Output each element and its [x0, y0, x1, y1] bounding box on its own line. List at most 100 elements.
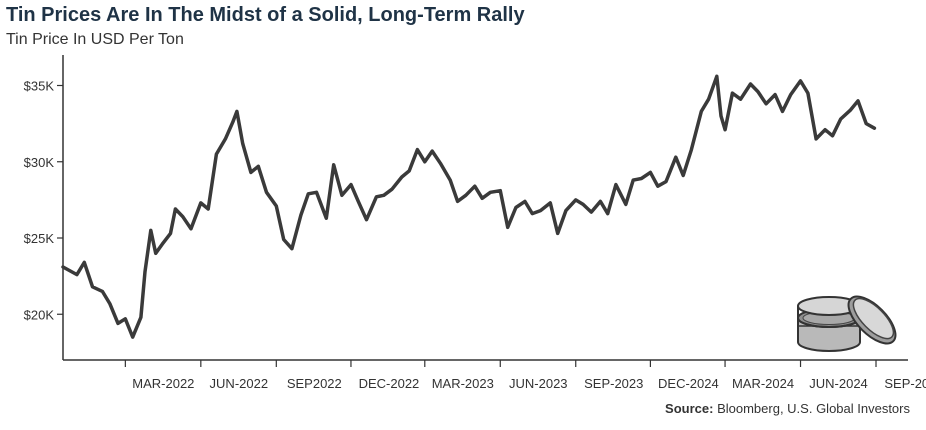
data-point [117, 322, 119, 324]
data-point [242, 142, 244, 145]
data-point [632, 179, 634, 181]
data-point [831, 135, 834, 137]
data-point [350, 184, 352, 186]
data-point [575, 199, 577, 201]
data-point [757, 91, 759, 93]
data-point [307, 193, 309, 195]
data-point [615, 184, 617, 186]
data-point [236, 110, 238, 112]
data-point [549, 202, 551, 204]
data-point [824, 129, 826, 131]
data-point [416, 149, 418, 151]
x-tick-label: JUN-2024 [809, 376, 868, 391]
chart-title: Tin Prices Are In The Midst of a Solid, … [6, 4, 525, 26]
data-point [333, 164, 335, 166]
data-point [590, 211, 592, 213]
data-point [315, 191, 318, 193]
data-point [524, 200, 526, 202]
data-point [740, 98, 742, 100]
data-point [531, 213, 533, 215]
data-point [291, 248, 293, 250]
data-point [182, 216, 184, 218]
data-point [607, 213, 609, 215]
y-tick-label: $30K [24, 155, 55, 170]
data-point [690, 149, 693, 151]
data-point [599, 200, 602, 202]
data-point [76, 274, 78, 276]
data-point [132, 336, 134, 338]
data-point [765, 103, 767, 105]
data-point [155, 252, 157, 254]
data-point [850, 109, 852, 111]
y-tick-label: $25K [24, 231, 55, 246]
data-point [724, 129, 726, 131]
data-point [424, 161, 426, 163]
data-point [174, 208, 176, 210]
data-point [708, 98, 710, 100]
data-point [465, 194, 467, 196]
data-point [731, 92, 734, 94]
y-tick-label: $35K [24, 79, 55, 94]
data-point [716, 75, 718, 77]
data-point [799, 80, 802, 82]
x-tick-label: DEC-2024 [658, 376, 719, 391]
data-point [408, 170, 410, 172]
x-tick-label: SEP-2023 [584, 376, 643, 391]
data-point [207, 208, 209, 210]
data-point [625, 203, 627, 205]
data-point [365, 219, 368, 221]
source-label: Source: [665, 401, 714, 416]
price-line [61, 74, 877, 339]
data-point [790, 94, 792, 96]
data-point [401, 176, 403, 178]
data-point [215, 153, 217, 155]
data-point [161, 243, 163, 245]
x-tick-label: MAR-2022 [132, 376, 194, 391]
data-point [507, 226, 509, 228]
x-axis: MAR-2022 JUN-2022 SEP2022 DEC-2022 MAR-2023 J… [63, 359, 926, 391]
data-point [250, 171, 252, 173]
data-point [325, 217, 327, 219]
data-point [781, 110, 784, 112]
data-point [539, 210, 542, 212]
x-tick-label: MAR-2023 [432, 376, 494, 391]
data-point [300, 214, 302, 216]
data-point [144, 271, 146, 273]
data-point [265, 191, 268, 193]
data-point [457, 200, 459, 202]
data-point [565, 210, 567, 212]
data-point [109, 303, 111, 305]
data-point [489, 191, 491, 193]
data-point [657, 185, 659, 187]
data-point [665, 181, 667, 183]
data-point [391, 188, 393, 190]
data-point [431, 150, 433, 152]
data-point [357, 200, 359, 202]
data-point [720, 115, 722, 117]
data-point [840, 118, 842, 120]
x-tick-label: JUN-2023 [509, 376, 568, 391]
data-point [91, 286, 94, 288]
data-point [865, 123, 867, 125]
data-point [169, 232, 172, 234]
x-tick-label: SEP-2024 [884, 376, 926, 391]
data-point [449, 179, 451, 181]
data-point [700, 110, 702, 112]
data-point [62, 266, 64, 268]
data-point [649, 171, 652, 173]
data-point [124, 318, 126, 320]
data-point [857, 100, 859, 102]
data-point [140, 316, 142, 318]
data-point [474, 185, 476, 187]
data-point [275, 205, 277, 207]
data-point [200, 202, 202, 204]
data-point [499, 190, 501, 192]
source-note: Source: Bloomberg, U.S. Global Investors [665, 401, 910, 416]
data-point [675, 156, 677, 158]
data-point [341, 194, 343, 196]
x-tick-label: DEC-2022 [359, 376, 420, 391]
data-point [232, 121, 234, 123]
data-point [873, 127, 876, 129]
data-point [283, 238, 285, 241]
data-point [375, 196, 377, 198]
